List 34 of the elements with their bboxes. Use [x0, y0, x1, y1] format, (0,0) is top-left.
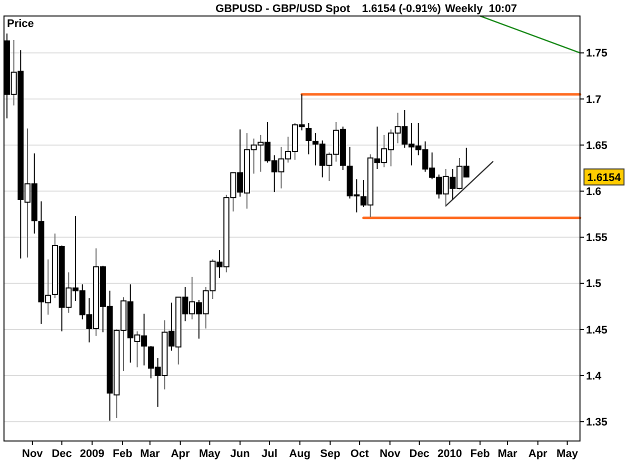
- y-tick-label: 1.6: [586, 186, 602, 198]
- x-tick-label: Feb: [112, 448, 133, 460]
- x-tick-label: Oct: [350, 448, 370, 460]
- y-tick-label: 1.45: [586, 324, 608, 336]
- x-tick-label: Nov: [22, 448, 44, 460]
- x-tick-label: 2010: [437, 448, 462, 460]
- x-tick-label: Aug: [289, 448, 311, 460]
- y-axis-title: Price: [7, 18, 34, 30]
- candlestick: [306, 122, 312, 155]
- x-tick-label: Jun: [230, 448, 250, 460]
- y-tick-label: 1.65: [586, 140, 608, 152]
- x-tick-label: May: [556, 448, 579, 460]
- x-tick-label: Feb: [470, 448, 490, 460]
- y-tick-label: 1.55: [586, 232, 608, 244]
- y-tick-label: 1.7: [586, 94, 602, 106]
- y-tick-label: 1.4: [586, 370, 602, 382]
- x-tick-label: Dec: [52, 448, 72, 460]
- text: Weekly 10:07: [445, 3, 517, 15]
- x-tick-label: Mar: [140, 448, 160, 460]
- x-tick-label: Nov: [380, 448, 402, 460]
- x-tick-label: Sep: [320, 448, 341, 460]
- x-tick-label: 2009: [80, 448, 104, 460]
- y-tick-label: 1.75: [586, 48, 608, 60]
- chart-title: GBPUSD - GBP/USD Spot: [216, 3, 350, 15]
- chart-subtitle: 1.6154 (-0.91%): [362, 3, 442, 15]
- x-tick-label: Dec: [409, 448, 430, 460]
- x-tick-label: Mar: [498, 448, 518, 460]
- x-tick-label: Jul: [262, 448, 278, 460]
- x-tick-label: May: [199, 448, 222, 460]
- x-tick-label: Apr: [528, 448, 548, 460]
- x-tick-label: Apr: [170, 448, 191, 460]
- y-tick-label: 1.5: [586, 278, 602, 290]
- y-tick-label: 1.35: [586, 416, 608, 428]
- text: 1.6154: [587, 172, 622, 184]
